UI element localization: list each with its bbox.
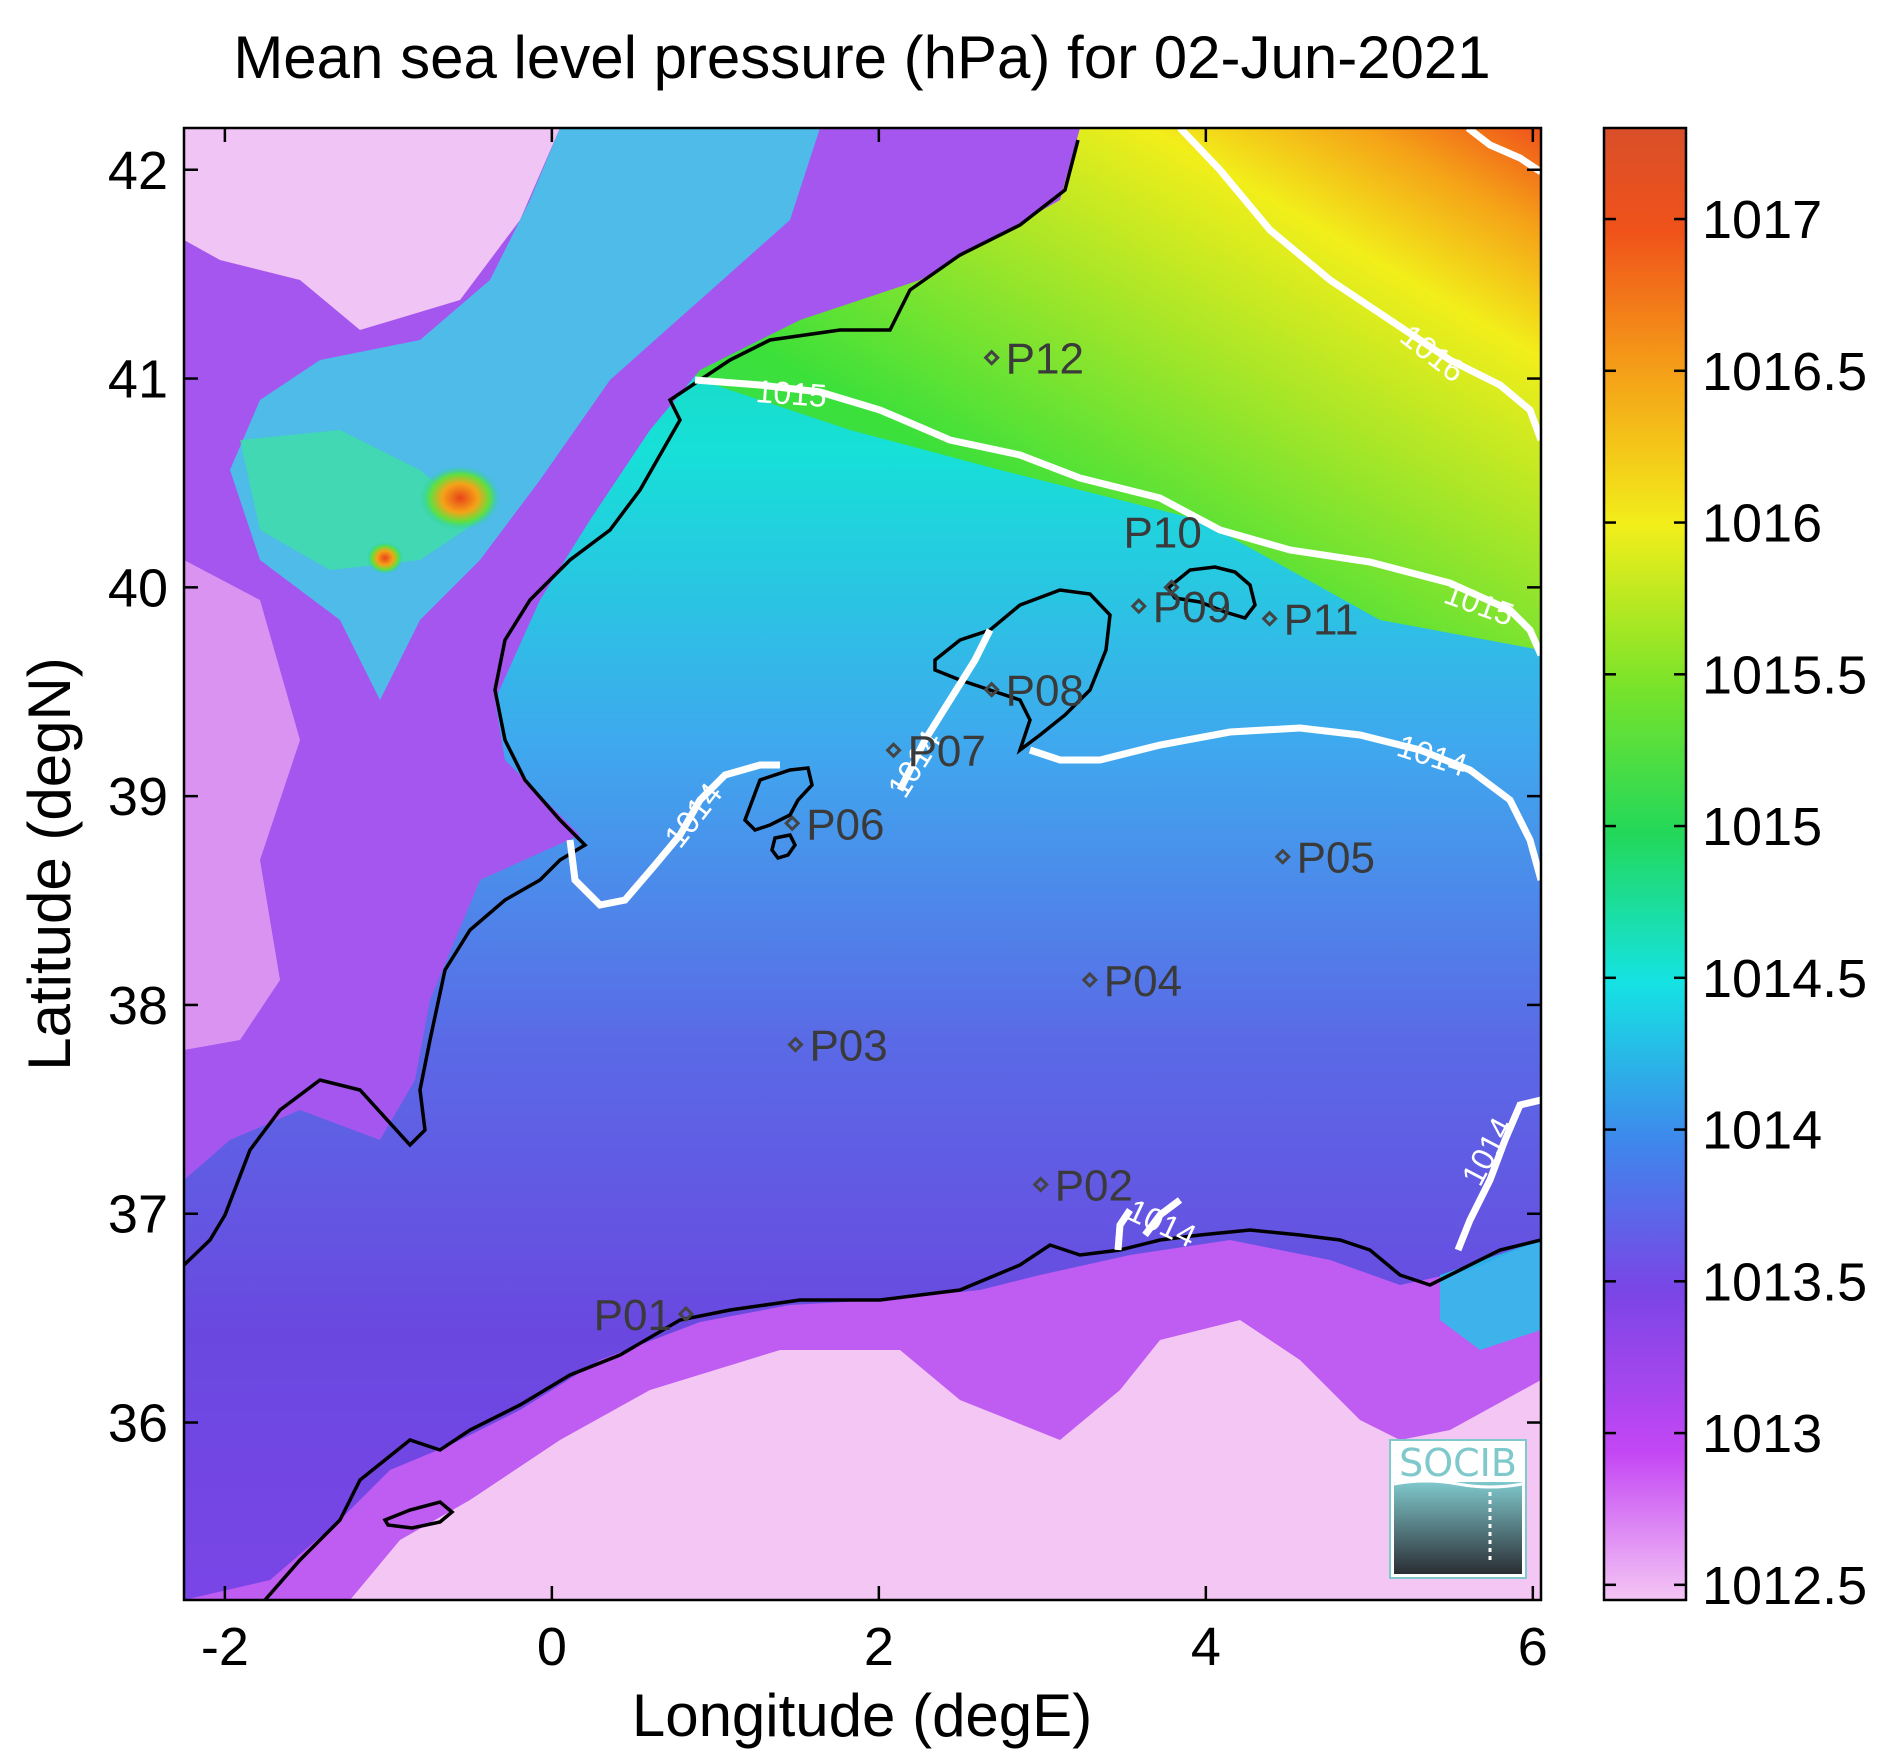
iberia-green-patch xyxy=(240,430,480,570)
x-axis-label: Longitude (degE) xyxy=(632,1682,1092,1749)
colorbar-tick-label: 1017 xyxy=(1702,190,1822,250)
pressure-hotspot-small xyxy=(367,542,403,574)
contour-1015 xyxy=(694,376,1541,657)
contour-label: 1015 xyxy=(755,373,829,414)
colorbar-tick-label: 1014 xyxy=(1702,1101,1822,1161)
station-label: P05 xyxy=(1297,834,1375,883)
colorbar-tick-label: 1016.5 xyxy=(1702,342,1867,402)
colorbar-gradient xyxy=(1602,126,1688,1602)
plot-frame xyxy=(182,126,1543,1602)
iberia-inland-pale xyxy=(184,128,560,330)
station-label: P04 xyxy=(1104,957,1182,1006)
pressure-contours xyxy=(566,128,1541,1252)
x-tick-label: 0 xyxy=(537,1617,567,1677)
station-marker xyxy=(787,1036,804,1053)
station-marker xyxy=(1032,1176,1049,1193)
axes: -2 0 2 4 6 36 37 38 39 40 41 42 xyxy=(108,128,1548,1677)
africa-inland-pale xyxy=(350,1320,1541,1600)
contour-1014-south xyxy=(1114,1208,1133,1251)
pressure-hotspot xyxy=(420,466,500,530)
contour-1014-west xyxy=(566,761,780,909)
station-label: P11 xyxy=(1284,596,1359,645)
ibiza-coastline xyxy=(742,766,814,833)
menorca-coastline xyxy=(1165,565,1257,621)
station-label: P10 xyxy=(1124,508,1202,557)
station-marker xyxy=(1163,579,1180,596)
formentera-coastline xyxy=(770,833,798,861)
station-marker xyxy=(1081,971,1098,989)
contour-1014-southeast xyxy=(1454,1096,1541,1252)
colorbar: 1012.5 1013 1013.5 1014 1014.5 1015 1015.5 1016… xyxy=(1602,126,1867,1616)
station-label: P09 xyxy=(1153,583,1231,632)
station-label: P02 xyxy=(1055,1161,1133,1210)
socib-logo: SOCIB xyxy=(1389,1439,1527,1579)
y-axis-label: Latitude (degN) xyxy=(16,657,83,1071)
y-tick-label: 39 xyxy=(108,767,168,827)
station-label: P03 xyxy=(809,1022,887,1071)
station-marker xyxy=(1130,598,1147,615)
x-tick-label: 4 xyxy=(1191,1617,1221,1677)
station-label: P08 xyxy=(1006,667,1084,716)
x-tick-label: -2 xyxy=(201,1617,249,1677)
contour-1016 xyxy=(1177,128,1541,442)
station-marker xyxy=(677,1305,695,1323)
chart-title: Mean sea level pressure (hPa) for 02-Jun… xyxy=(233,24,1490,91)
iberia-coastline xyxy=(184,139,1080,1267)
colorbar-tick-label: 1014.5 xyxy=(1702,949,1867,1009)
contour-1016-corner xyxy=(1465,128,1541,175)
x-tick-label: 6 xyxy=(1518,1617,1548,1677)
pressure-field xyxy=(184,128,1541,1600)
contour-1014-east xyxy=(1028,724,1541,881)
colorbar-tick-label: 1015.5 xyxy=(1702,645,1867,705)
contour-1014-center xyxy=(896,628,994,792)
station-marker xyxy=(784,815,801,832)
y-tick-label: 38 xyxy=(108,976,168,1036)
y-tick-label: 37 xyxy=(108,1185,168,1245)
station-label: P12 xyxy=(1006,335,1084,384)
station-marker xyxy=(983,349,1000,366)
y-tick-label: 42 xyxy=(108,141,168,201)
station-label: P01 xyxy=(594,1291,672,1340)
y-tick-label: 36 xyxy=(108,1394,168,1454)
y-tick-label: 41 xyxy=(108,350,168,410)
colorbar-tick-label: 1012.5 xyxy=(1702,1556,1867,1616)
x-tick-label: 2 xyxy=(864,1617,894,1677)
logo-wave-gradient xyxy=(1394,1482,1522,1574)
logo-wave-line xyxy=(1393,1479,1523,1489)
station-label: P06 xyxy=(806,800,884,849)
station-markers: P01 P02 P03 P04 P05 P06 P07 P08 P09 P10 P11 P12 xyxy=(594,335,1375,1340)
station-marker xyxy=(983,681,1000,698)
station-label: P07 xyxy=(908,727,986,776)
iberia-south-pale xyxy=(184,560,300,1050)
colorbar-ticks: 1012.5 1013 1013.5 1014 1014.5 1015 1015.5 1016… xyxy=(1604,190,1867,1616)
contour-1014-south2 xyxy=(1142,1197,1183,1238)
logo-text: SOCIB xyxy=(1399,1441,1517,1485)
station-marker xyxy=(885,742,902,759)
y-tick-label: 40 xyxy=(108,558,168,618)
colorbar-tick-label: 1013.5 xyxy=(1702,1252,1867,1312)
colorbar-tick-label: 1013 xyxy=(1702,1404,1822,1464)
colorbar-tick-label: 1015 xyxy=(1702,797,1822,857)
colorbar-tick-label: 1016 xyxy=(1702,494,1822,554)
north-africa-coastline xyxy=(263,1228,1541,1600)
alboran-island-coastline xyxy=(382,1500,455,1530)
station-marker xyxy=(1274,848,1291,865)
station-marker xyxy=(1261,610,1278,627)
